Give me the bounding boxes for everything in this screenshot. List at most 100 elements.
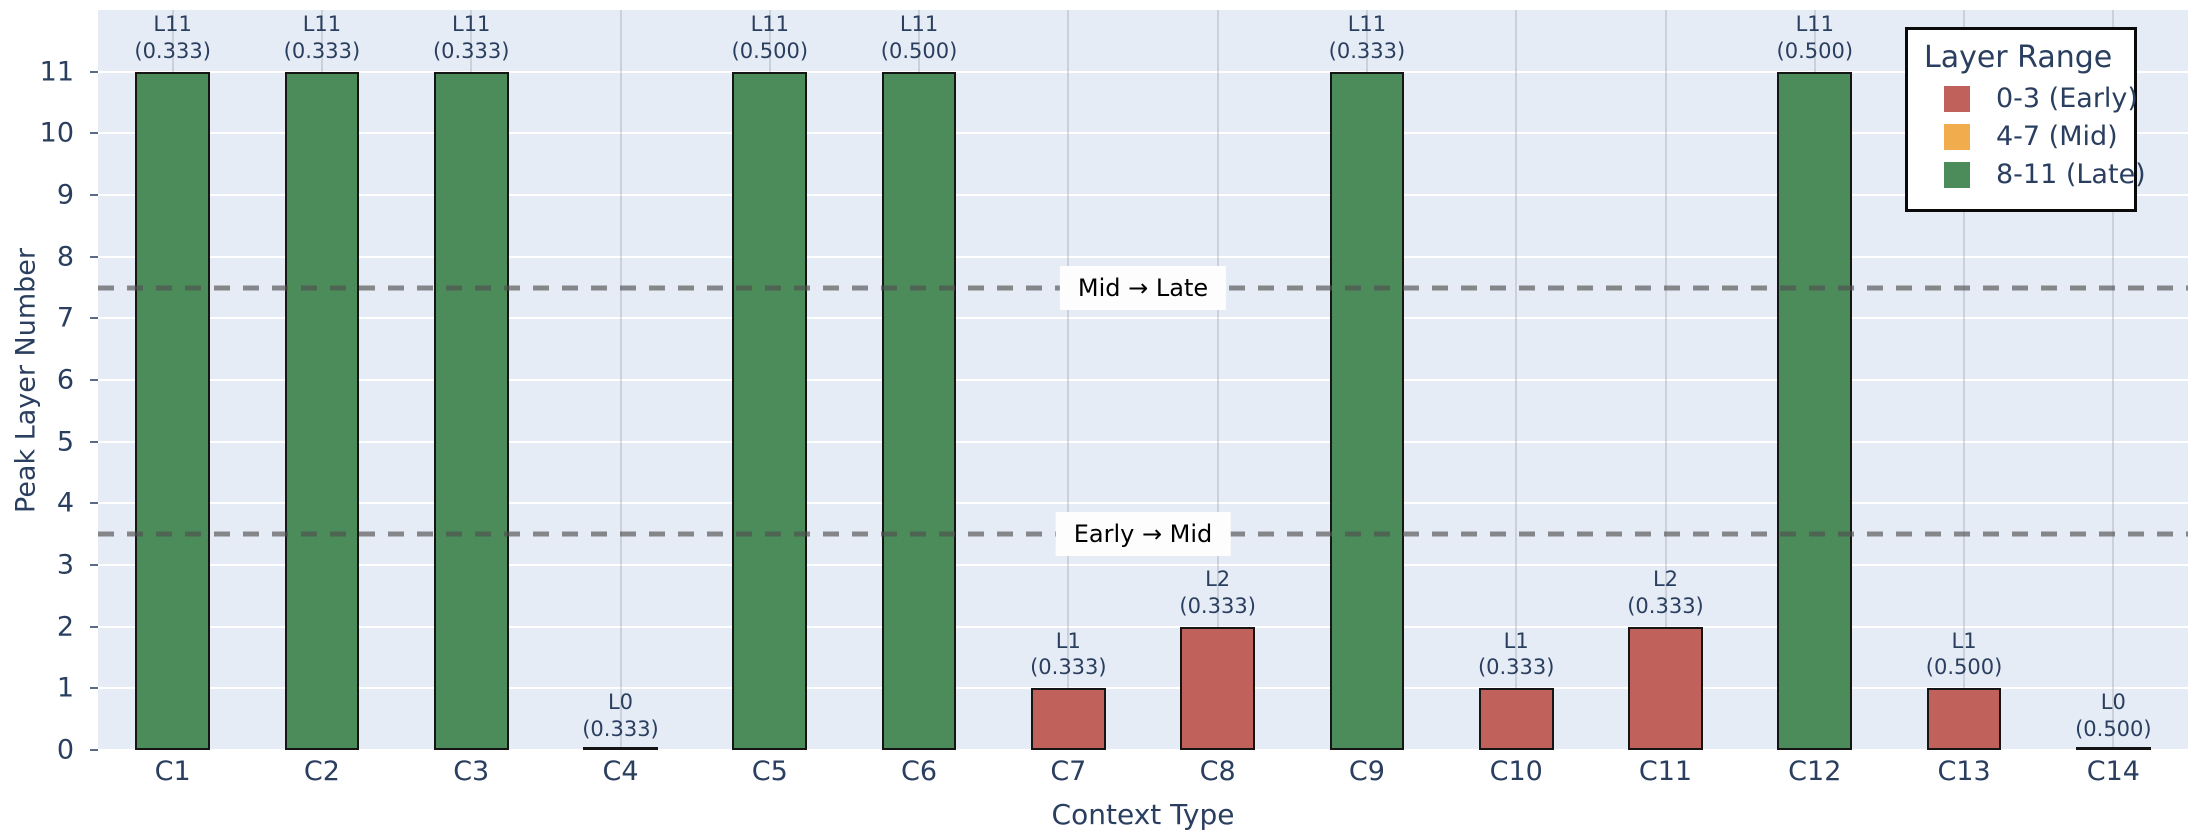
legend-item-late[interactable]: 8-11 (Late) <box>1944 159 2146 190</box>
legend-label-late: 8-11 (Late) <box>1996 159 2146 190</box>
y-tick-label: 5 <box>56 426 74 458</box>
bar-C1[interactable] <box>135 71 210 750</box>
y-tick-mark <box>90 749 98 751</box>
y-tick-label: 4 <box>56 487 74 519</box>
x-tick-label: C5 <box>751 756 788 787</box>
bar-value-label: L11 (0.500) <box>731 11 809 63</box>
y-tick-label: 8 <box>56 241 74 273</box>
y-tick-mark <box>90 132 98 135</box>
legend-swatch-late <box>1944 161 1970 188</box>
bar-value-label: L11 (0.333) <box>134 11 211 63</box>
y-tick-label: 0 <box>56 734 74 766</box>
bar-value-label: L0 (0.500) <box>2075 690 2152 742</box>
plot-area: L11 (0.333) L11 (0.333) L11 (0.333) L0 (0.3… <box>98 10 2188 751</box>
y-gridline <box>98 379 2188 381</box>
bar-value-label: L2 (0.333) <box>1627 566 1704 618</box>
y-axis: 0 1 2 3 4 5 6 7 8 9 10 11 <box>0 10 88 765</box>
y-tick-mark <box>90 564 98 566</box>
bar-C9[interactable] <box>1329 71 1405 750</box>
y-tick-mark <box>90 440 98 443</box>
x-gridline <box>1515 10 1518 750</box>
bar-C4[interactable] <box>583 747 658 750</box>
y-gridline <box>98 502 2188 505</box>
y-gridline <box>98 440 2188 443</box>
x-tick-label: C2 <box>303 756 340 787</box>
bar-value-label: L11 (0.500) <box>1776 11 1854 63</box>
x-tick-label: C9 <box>1348 756 1385 787</box>
bar-C5[interactable] <box>732 71 808 750</box>
x-tick-label: C8 <box>1199 756 1236 787</box>
bar-value-label: L1 (0.333) <box>1030 628 1107 680</box>
bar-value-label: L0 (0.333) <box>582 690 659 742</box>
y-gridline <box>98 564 2188 566</box>
y-gridline <box>98 317 2188 320</box>
x-gridline <box>619 10 622 750</box>
x-axis: C1 C2 C3 C4 C5 C6 C7 C8 C9 C10 C11 C12 C13 C14 <box>98 752 2188 792</box>
y-gridline <box>98 255 2188 258</box>
x-tick-label: C12 <box>1788 756 1842 787</box>
bar-C6[interactable] <box>881 71 957 750</box>
y-tick-mark <box>90 379 98 381</box>
x-tick-label: C3 <box>453 756 490 787</box>
legend-title: Layer Range <box>1924 40 2113 75</box>
legend-label-early: 0-3 (Early) <box>1996 83 2138 114</box>
bar-C10[interactable] <box>1478 688 1554 750</box>
x-gridline <box>1216 10 1219 750</box>
bar-value-label: L1 (0.333) <box>1477 628 1555 680</box>
bar-value-label: L11 (0.333) <box>283 11 361 63</box>
y-tick-mark <box>90 625 98 628</box>
legend: Layer Range 0-3 (Early) 4-7 (Mid) 8-11 (… <box>1905 27 2146 212</box>
x-gridline <box>1067 10 1070 750</box>
bar-C13[interactable] <box>1926 688 2002 750</box>
bar-value-label: L11 (0.333) <box>432 11 510 63</box>
y-tick-label: 11 <box>39 56 74 88</box>
y-tick-label: 1 <box>56 672 74 704</box>
x-tick-label: C11 <box>1638 756 1693 787</box>
x-tick-label: C6 <box>901 756 938 787</box>
bar-value-label: L11 (0.500) <box>880 11 958 63</box>
x-tick-label: C10 <box>1489 756 1543 787</box>
y-tick-mark <box>90 255 98 258</box>
bar-C2[interactable] <box>284 71 360 750</box>
bar-C11[interactable] <box>1628 626 1703 750</box>
bar-C14[interactable] <box>2076 747 2151 750</box>
x-tick-label: C7 <box>1050 756 1087 787</box>
bar-C8[interactable] <box>1180 626 1255 750</box>
x-tick-label: C14 <box>2086 756 2140 787</box>
y-gridline <box>98 70 2188 73</box>
x-tick-label: C1 <box>154 756 191 787</box>
y-tick-mark <box>90 687 98 690</box>
y-tick-mark <box>90 70 98 73</box>
legend-item-early[interactable]: 0-3 (Early) <box>1944 83 2138 114</box>
legend-label-mid: 4-7 (Mid) <box>1996 121 2118 152</box>
y-gridline <box>98 749 2188 751</box>
y-tick-mark <box>90 502 98 505</box>
x-gridline <box>1963 10 1966 750</box>
x-gridline <box>1664 10 1667 750</box>
legend-item-mid[interactable]: 4-7 (Mid) <box>1944 121 2120 152</box>
y-tick-mark <box>90 194 98 196</box>
bar-C7[interactable] <box>1031 688 1106 750</box>
y-tick-label: 7 <box>56 302 74 334</box>
y-tick-label: 10 <box>39 117 74 149</box>
bar-C12[interactable] <box>1777 71 1853 750</box>
y-gridline <box>98 625 2188 628</box>
legend-swatch-early <box>1944 85 1970 112</box>
bar-value-label: L1 (0.500) <box>1925 628 2003 680</box>
y-tick-label: 6 <box>56 364 74 396</box>
y-tick-label: 2 <box>56 611 74 643</box>
y-gridline <box>98 132 2188 135</box>
x-gridline <box>2112 10 2115 750</box>
y-tick-label: 3 <box>56 549 74 581</box>
reference-line-label: Early → Mid <box>1055 512 1231 557</box>
bar-value-label: L11 (0.333) <box>1328 11 1406 63</box>
x-axis-title: Context Type <box>1051 798 1235 831</box>
y-tick-mark <box>90 317 98 320</box>
bar-value-label: L2 (0.333) <box>1179 566 1256 618</box>
y-gridline <box>98 687 2188 690</box>
y-gridline <box>98 194 2188 196</box>
x-tick-label: C4 <box>602 756 639 787</box>
x-tick-label: C13 <box>1937 756 1991 787</box>
bar-C3[interactable] <box>433 71 509 750</box>
